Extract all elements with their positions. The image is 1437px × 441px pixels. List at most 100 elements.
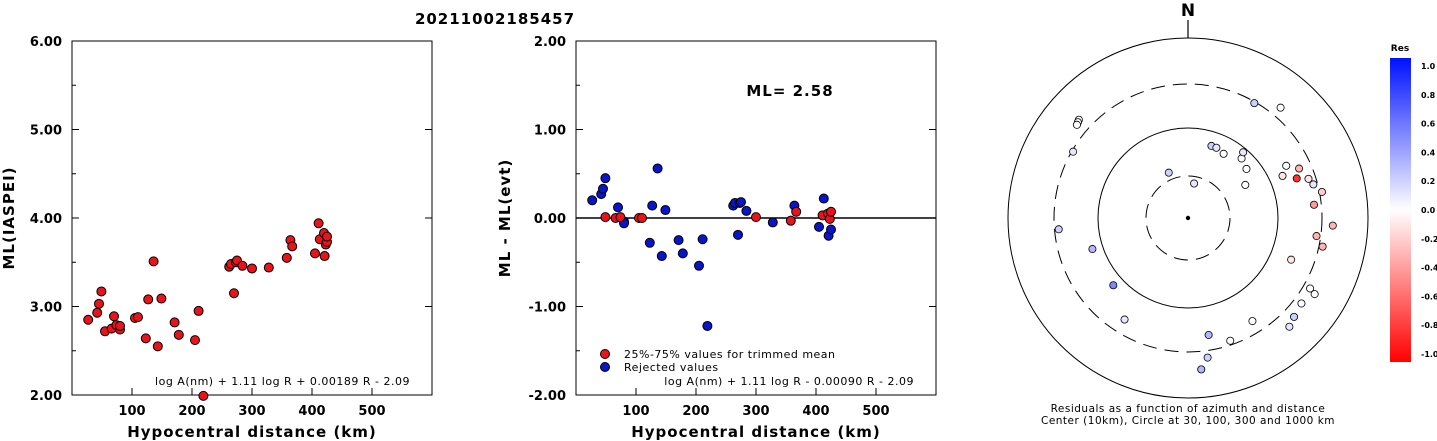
- panel1-ylabel: ML(IASPEI): [0, 166, 18, 269]
- panel2-formula: log A(nm) + 1.11 log R - 0.00090 R - 2.0…: [664, 375, 914, 388]
- rejected-point: [613, 202, 623, 213]
- ml-point: [133, 312, 143, 323]
- station-point: [1312, 232, 1321, 241]
- ml-point: [198, 390, 209, 401]
- panel1-frame: [71, 40, 433, 396]
- station-point: [1309, 180, 1318, 189]
- panel2-xtick-label: 400: [802, 404, 829, 419]
- station-point: [1204, 330, 1213, 339]
- station-point: [1072, 120, 1081, 129]
- panel1-points: [83, 218, 332, 401]
- panel-azimuth-map: N Residuals as a function of azimuth and…: [1007, 1, 1369, 427]
- station-point: [1297, 299, 1306, 308]
- rejected-point: [677, 248, 688, 259]
- panel2-axis-ticks: -2.00 -1.00 0.00 1.00 2.00 100 200 300 400 500: [529, 35, 936, 419]
- station-point: [1282, 161, 1291, 170]
- panel1-ytick-label: 5.00: [30, 124, 62, 139]
- panel1-xlabel: Hypocentral distance (km): [127, 423, 377, 441]
- rejected-point: [660, 205, 671, 216]
- ml-point: [287, 241, 298, 252]
- rejected-point: [598, 183, 608, 194]
- panel1-ytick-label: 3.00: [30, 301, 62, 316]
- panel1-axis-ticks: 2.00 3.00 4.00 5.00 6.00 100 200 300 400 500: [30, 35, 432, 419]
- colorbar-title: Res: [1391, 44, 1409, 54]
- ml-point: [263, 262, 274, 273]
- colorbar-tick-label: 0.2: [1421, 177, 1435, 186]
- panel-residual-vs-distance: -2.00 -1.00 0.00 1.00 2.00 100 200 300 400 500 ML…: [496, 35, 937, 441]
- ml-point: [173, 329, 184, 340]
- panel1-xtick-label: 300: [238, 404, 265, 419]
- station-point: [1203, 353, 1212, 362]
- colorbar-tick-label: -1.0: [1421, 350, 1437, 359]
- panel2-ytick-label: -2.00: [529, 389, 566, 404]
- colorbar-gradient: [1390, 58, 1411, 362]
- station-point: [1241, 180, 1250, 189]
- colorbar-tick-label: -0.4: [1421, 264, 1437, 273]
- ml-point: [140, 333, 151, 344]
- station-point: [1069, 147, 1078, 156]
- rejected-point: [702, 320, 713, 331]
- ml-point: [310, 248, 320, 259]
- panel2-xtick-label: 200: [682, 404, 709, 419]
- panel1-xtick-label: 400: [298, 404, 325, 419]
- rejected-point: [697, 234, 708, 245]
- ml-point: [143, 294, 154, 305]
- rejected-point: [600, 173, 611, 184]
- rejected-point: [814, 221, 824, 232]
- panel2-xtick-label: 300: [742, 404, 769, 419]
- panel1-formula: log A(nm) + 1.11 log R + 0.00189 R - 2.0…: [155, 375, 410, 388]
- used-point: [600, 212, 611, 223]
- station-point: [1164, 168, 1173, 177]
- panel2-ml-value: ML= 2.58: [746, 82, 833, 100]
- rejected-point: [826, 224, 836, 235]
- panel1-xtick-label: 100: [118, 404, 145, 419]
- colorbar-tick-label: 0.4: [1421, 148, 1436, 157]
- used-point: [637, 213, 647, 223]
- panel2-ylabel: ML - ML(evt): [496, 159, 514, 277]
- ring-1000km: [1007, 37, 1369, 399]
- panel2-xtick-label: 500: [862, 404, 889, 419]
- map-caption-2: Center (10km), Circle at 30, 100, 300 an…: [1041, 415, 1335, 427]
- station-point: [1304, 174, 1313, 183]
- station-point: [1310, 200, 1319, 209]
- used-point: [791, 206, 802, 217]
- ml-point: [94, 298, 104, 309]
- rejected-point: [733, 229, 743, 240]
- epicenter-marker: [1185, 215, 1191, 221]
- legend-rejected-marker: [600, 362, 610, 372]
- rejected-point: [647, 200, 658, 211]
- rejected-point: [673, 235, 684, 246]
- panel1-ytick-label: 4.00: [30, 212, 62, 227]
- ml-point: [190, 335, 200, 346]
- rejected-point: [736, 197, 746, 208]
- used-point: [751, 212, 761, 223]
- figure-title: 20211002185457: [415, 10, 575, 28]
- ring-300km: [1053, 83, 1323, 353]
- panel2-ytick-label: -1.00: [529, 301, 566, 316]
- rejected-point: [741, 205, 752, 216]
- panel1-xtick-label: 200: [178, 404, 205, 419]
- panel-ml-vs-distance: 2.00 3.00 4.00 5.00 6.00 100 200 300 400 500 log …: [0, 35, 433, 441]
- used-point: [615, 212, 626, 223]
- ml-point: [229, 288, 239, 299]
- map-caption-1: Residuals as a function of azimuth and d…: [1051, 403, 1326, 415]
- panel2-ytick-label: 2.00: [534, 35, 566, 50]
- station-point: [1219, 149, 1228, 158]
- panel1-ytick-label: 2.00: [30, 389, 62, 404]
- station-point: [1295, 164, 1304, 173]
- ml-point: [247, 263, 257, 274]
- colorbar-tick-label: 0.8: [1421, 91, 1436, 100]
- station-point: [1054, 225, 1063, 234]
- ml-point: [148, 256, 159, 267]
- colorbar-tick-label: -0.6: [1421, 292, 1437, 301]
- station-point: [1278, 171, 1287, 180]
- residual-colorbar: Res 1.0 0.8 0.6 0.4 0.2 0.0 -0.2 -0.4 -0.6 -0.8 -1…: [1390, 44, 1437, 362]
- panel1-ytick-label: 6.00: [30, 35, 62, 50]
- station-residual-points: [1054, 99, 1337, 374]
- station-point: [1292, 174, 1301, 183]
- ml-point: [281, 252, 292, 263]
- panel2-xlabel: Hypocentral distance (km): [631, 423, 881, 441]
- station-point: [1212, 143, 1221, 152]
- panel2-ytick-label: 1.00: [534, 124, 566, 139]
